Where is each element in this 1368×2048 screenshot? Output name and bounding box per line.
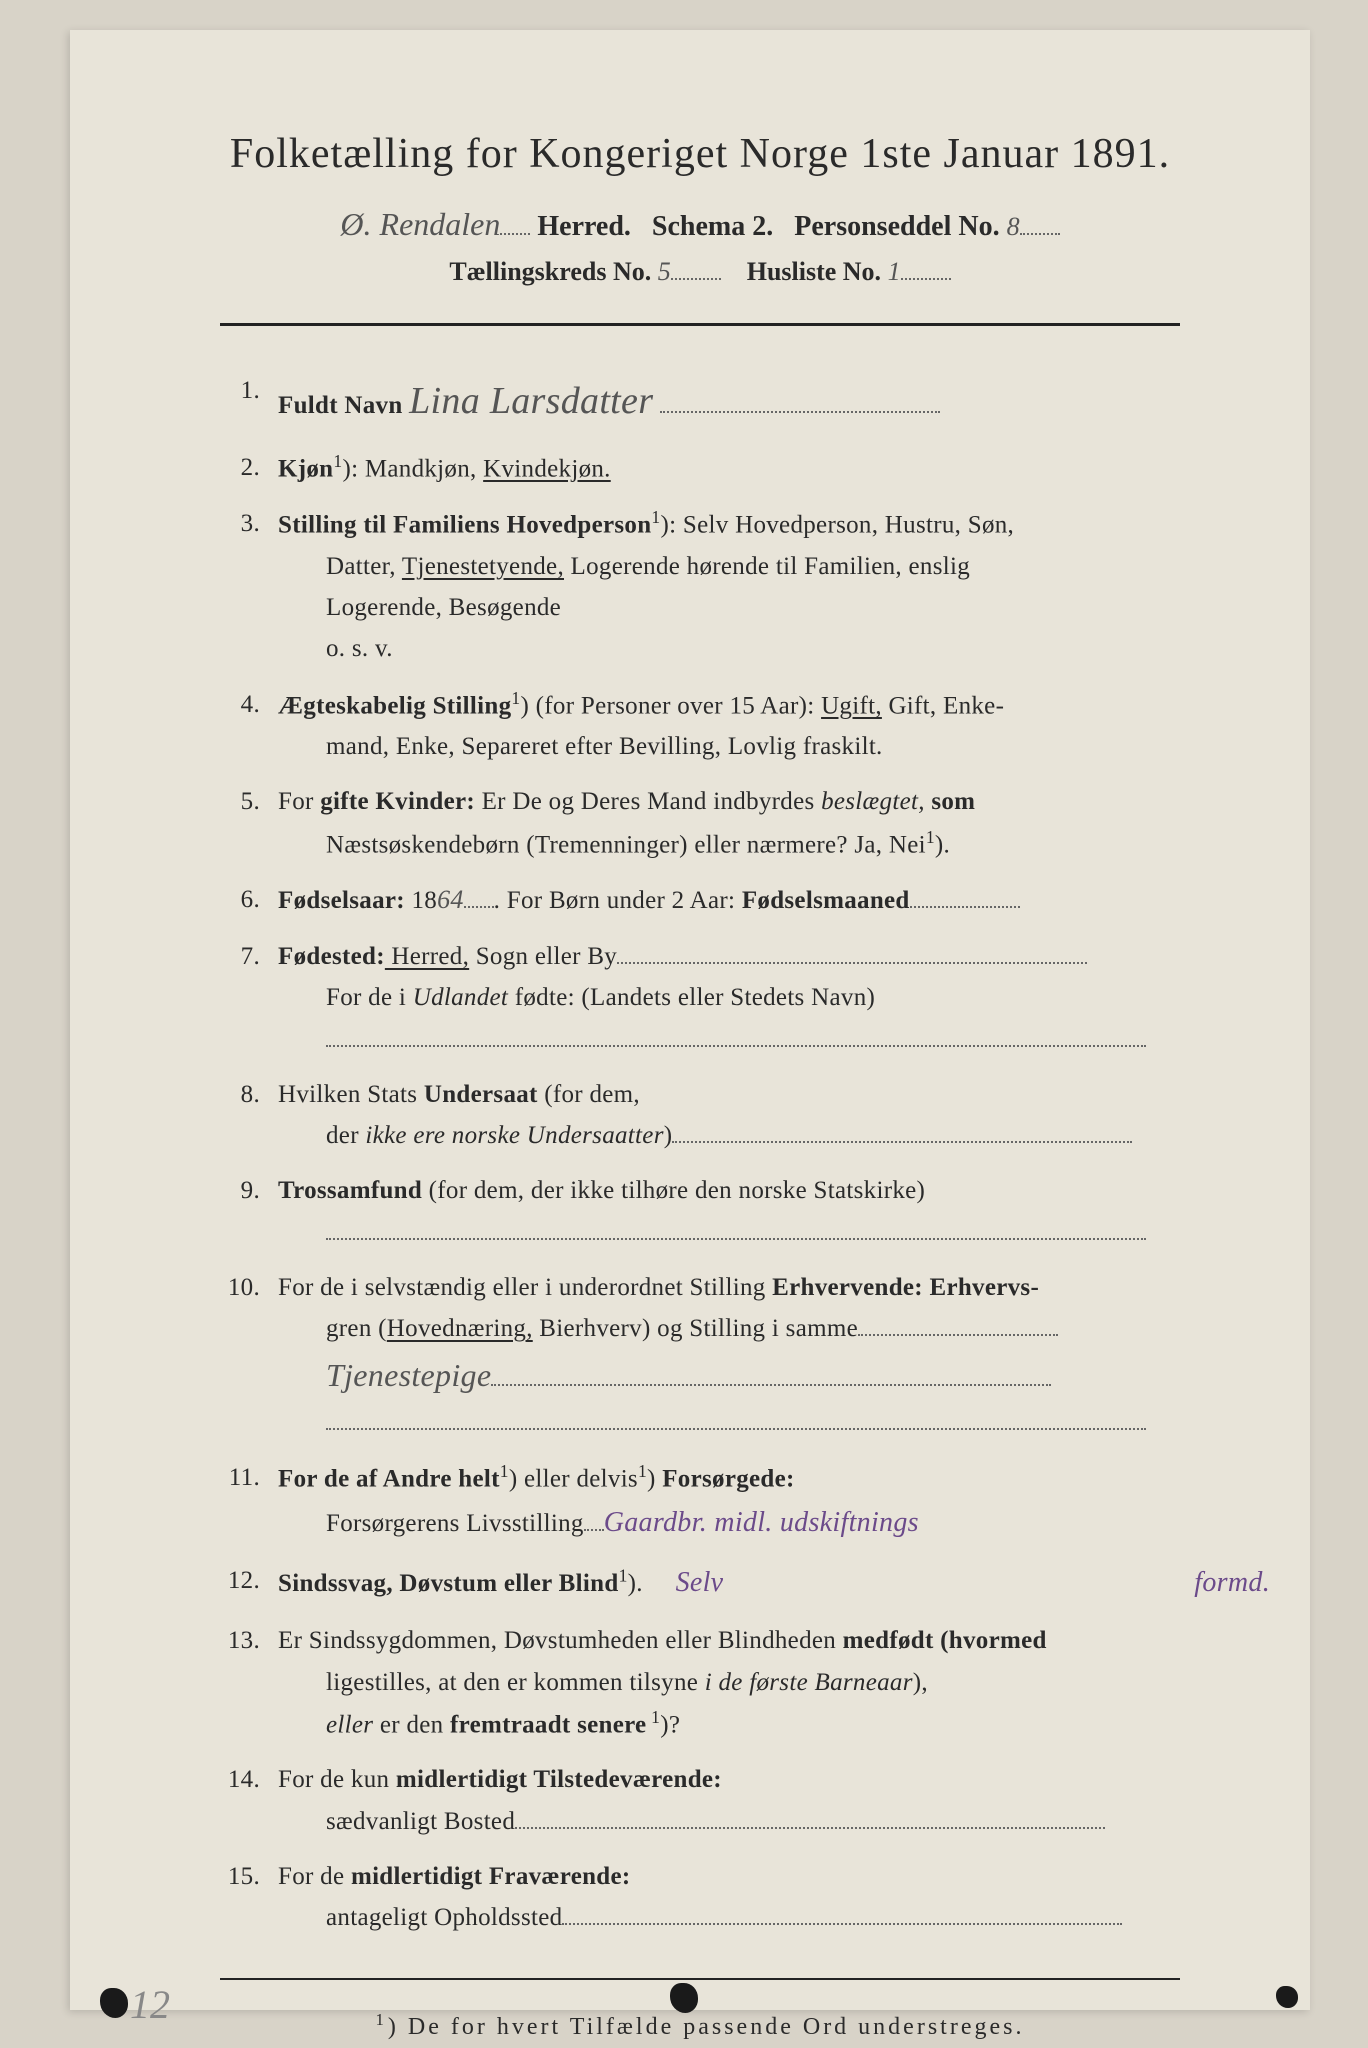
q2-selected: Kvindekjøn. [483, 455, 611, 482]
q6-value: 64 [437, 885, 464, 914]
herred-handwritten: Ø. Rendalen [340, 206, 500, 242]
q7-label: Fødested: [278, 943, 385, 970]
q9-num: 9. [220, 1170, 278, 1253]
question-8: 8. Hvilken Stats Undersaat (for dem, der… [220, 1074, 1180, 1157]
kreds-value: 5 [658, 257, 671, 286]
header-row-1: Ø. Rendalen Herred. Schema 2. Personsedd… [220, 206, 1180, 243]
question-5: 5. For gifte Kvinder: Er De og Deres Man… [220, 781, 1180, 865]
q14-num: 14. [220, 1759, 278, 1842]
q12-label: Sindssvag, Døvstum eller Blind [278, 1570, 619, 1597]
q11-num: 11. [220, 1457, 278, 1546]
question-13: 13. Er Sindssygdommen, Døvstumheden elle… [220, 1620, 1180, 1745]
q2-num: 2. [220, 447, 278, 490]
footnote: 1) De for hvert Tilfælde passende Ord un… [220, 2010, 1180, 2041]
q15-num: 15. [220, 1856, 278, 1939]
q9-label: Trossamfund [278, 1177, 422, 1204]
form-title: Folketælling for Kongeriget Norge 1ste J… [220, 130, 1180, 178]
question-7: 7. Fødested: Herred, Sogn eller By For d… [220, 936, 1180, 1060]
q10-num: 10. [220, 1267, 278, 1444]
q1-value: Lina Larsdatter [409, 380, 653, 422]
inkblot-icon [670, 1983, 698, 2013]
q1-num: 1. [220, 370, 278, 433]
q12-value: Selv [676, 1567, 724, 1598]
q7-num: 7. [220, 936, 278, 1060]
personseddel-label: Personseddel No. [794, 211, 999, 242]
husliste-value: 1 [888, 257, 901, 286]
q3-label: Stilling til Familiens Hovedperson [278, 512, 651, 539]
q4-selected: Ugift, [821, 692, 882, 719]
kreds-label: Tællingskreds No. [449, 257, 651, 286]
divider-top [220, 323, 1180, 326]
divider-bottom [220, 1978, 1180, 1980]
q4-num: 4. [220, 684, 278, 768]
q13-num: 13. [220, 1620, 278, 1745]
q3-num: 3. [220, 503, 278, 669]
q2-label: Kjøn [278, 455, 333, 482]
q1-label: Fuldt Navn [278, 392, 403, 419]
header-row-2: Tællingskreds No. 5 Husliste No. 1 [220, 257, 1180, 287]
q6-label: Fødselsaar: [278, 887, 405, 914]
question-6: 6. Fødselsaar: 1864. For Børn under 2 Aa… [220, 879, 1180, 922]
question-1: 1. Fuldt Navn Lina Larsdatter [220, 370, 1180, 433]
q5-num: 5. [220, 781, 278, 865]
question-9: 9. Trossamfund (for dem, der ikke tilhør… [220, 1170, 1180, 1253]
q6-num: 6. [220, 879, 278, 922]
question-4: 4. Ægteskabelig Stilling1) (for Personer… [220, 684, 1180, 768]
personseddel-value: 8 [1007, 212, 1020, 241]
inkblot-icon [100, 1988, 128, 2018]
question-12: 12. Sindssvag, Døvstum eller Blind1). Se… [220, 1560, 1180, 1606]
q8-num: 8. [220, 1074, 278, 1157]
q12-margin-note: formd. [1194, 1560, 1270, 1606]
page-corner-number: 12 [130, 1981, 170, 2028]
schema-label: Schema 2. [652, 211, 773, 242]
question-10: 10. For de i selvstændig eller i underor… [220, 1267, 1180, 1444]
q4-label: Ægteskabelig Stilling [278, 692, 511, 719]
q10-value: Tjenestepige [326, 1357, 491, 1393]
q12-num: 12. [220, 1560, 278, 1606]
inkblot-icon [1276, 1986, 1298, 2008]
q7-selected: Herred, [385, 943, 469, 970]
question-2: 2. Kjøn1): Mandkjøn, Kvindekjøn. [220, 447, 1180, 490]
q11-value: Gaardbr. midl. udskiftnings [604, 1507, 919, 1538]
question-15: 15. For de midlertidigt Fraværende: anta… [220, 1856, 1180, 1939]
census-form-page: Folketælling for Kongeriget Norge 1ste J… [70, 30, 1310, 2010]
herred-label: Herred. [537, 211, 631, 242]
question-14: 14. For de kun midlertidigt Tilstedevære… [220, 1759, 1180, 1842]
question-3: 3. Stilling til Familiens Hovedperson1):… [220, 503, 1180, 669]
husliste-label: Husliste No. [747, 257, 881, 286]
question-11: 11. For de af Andre helt1) eller delvis1… [220, 1457, 1180, 1546]
q3-selected: Tjenestetyende, [402, 553, 564, 580]
